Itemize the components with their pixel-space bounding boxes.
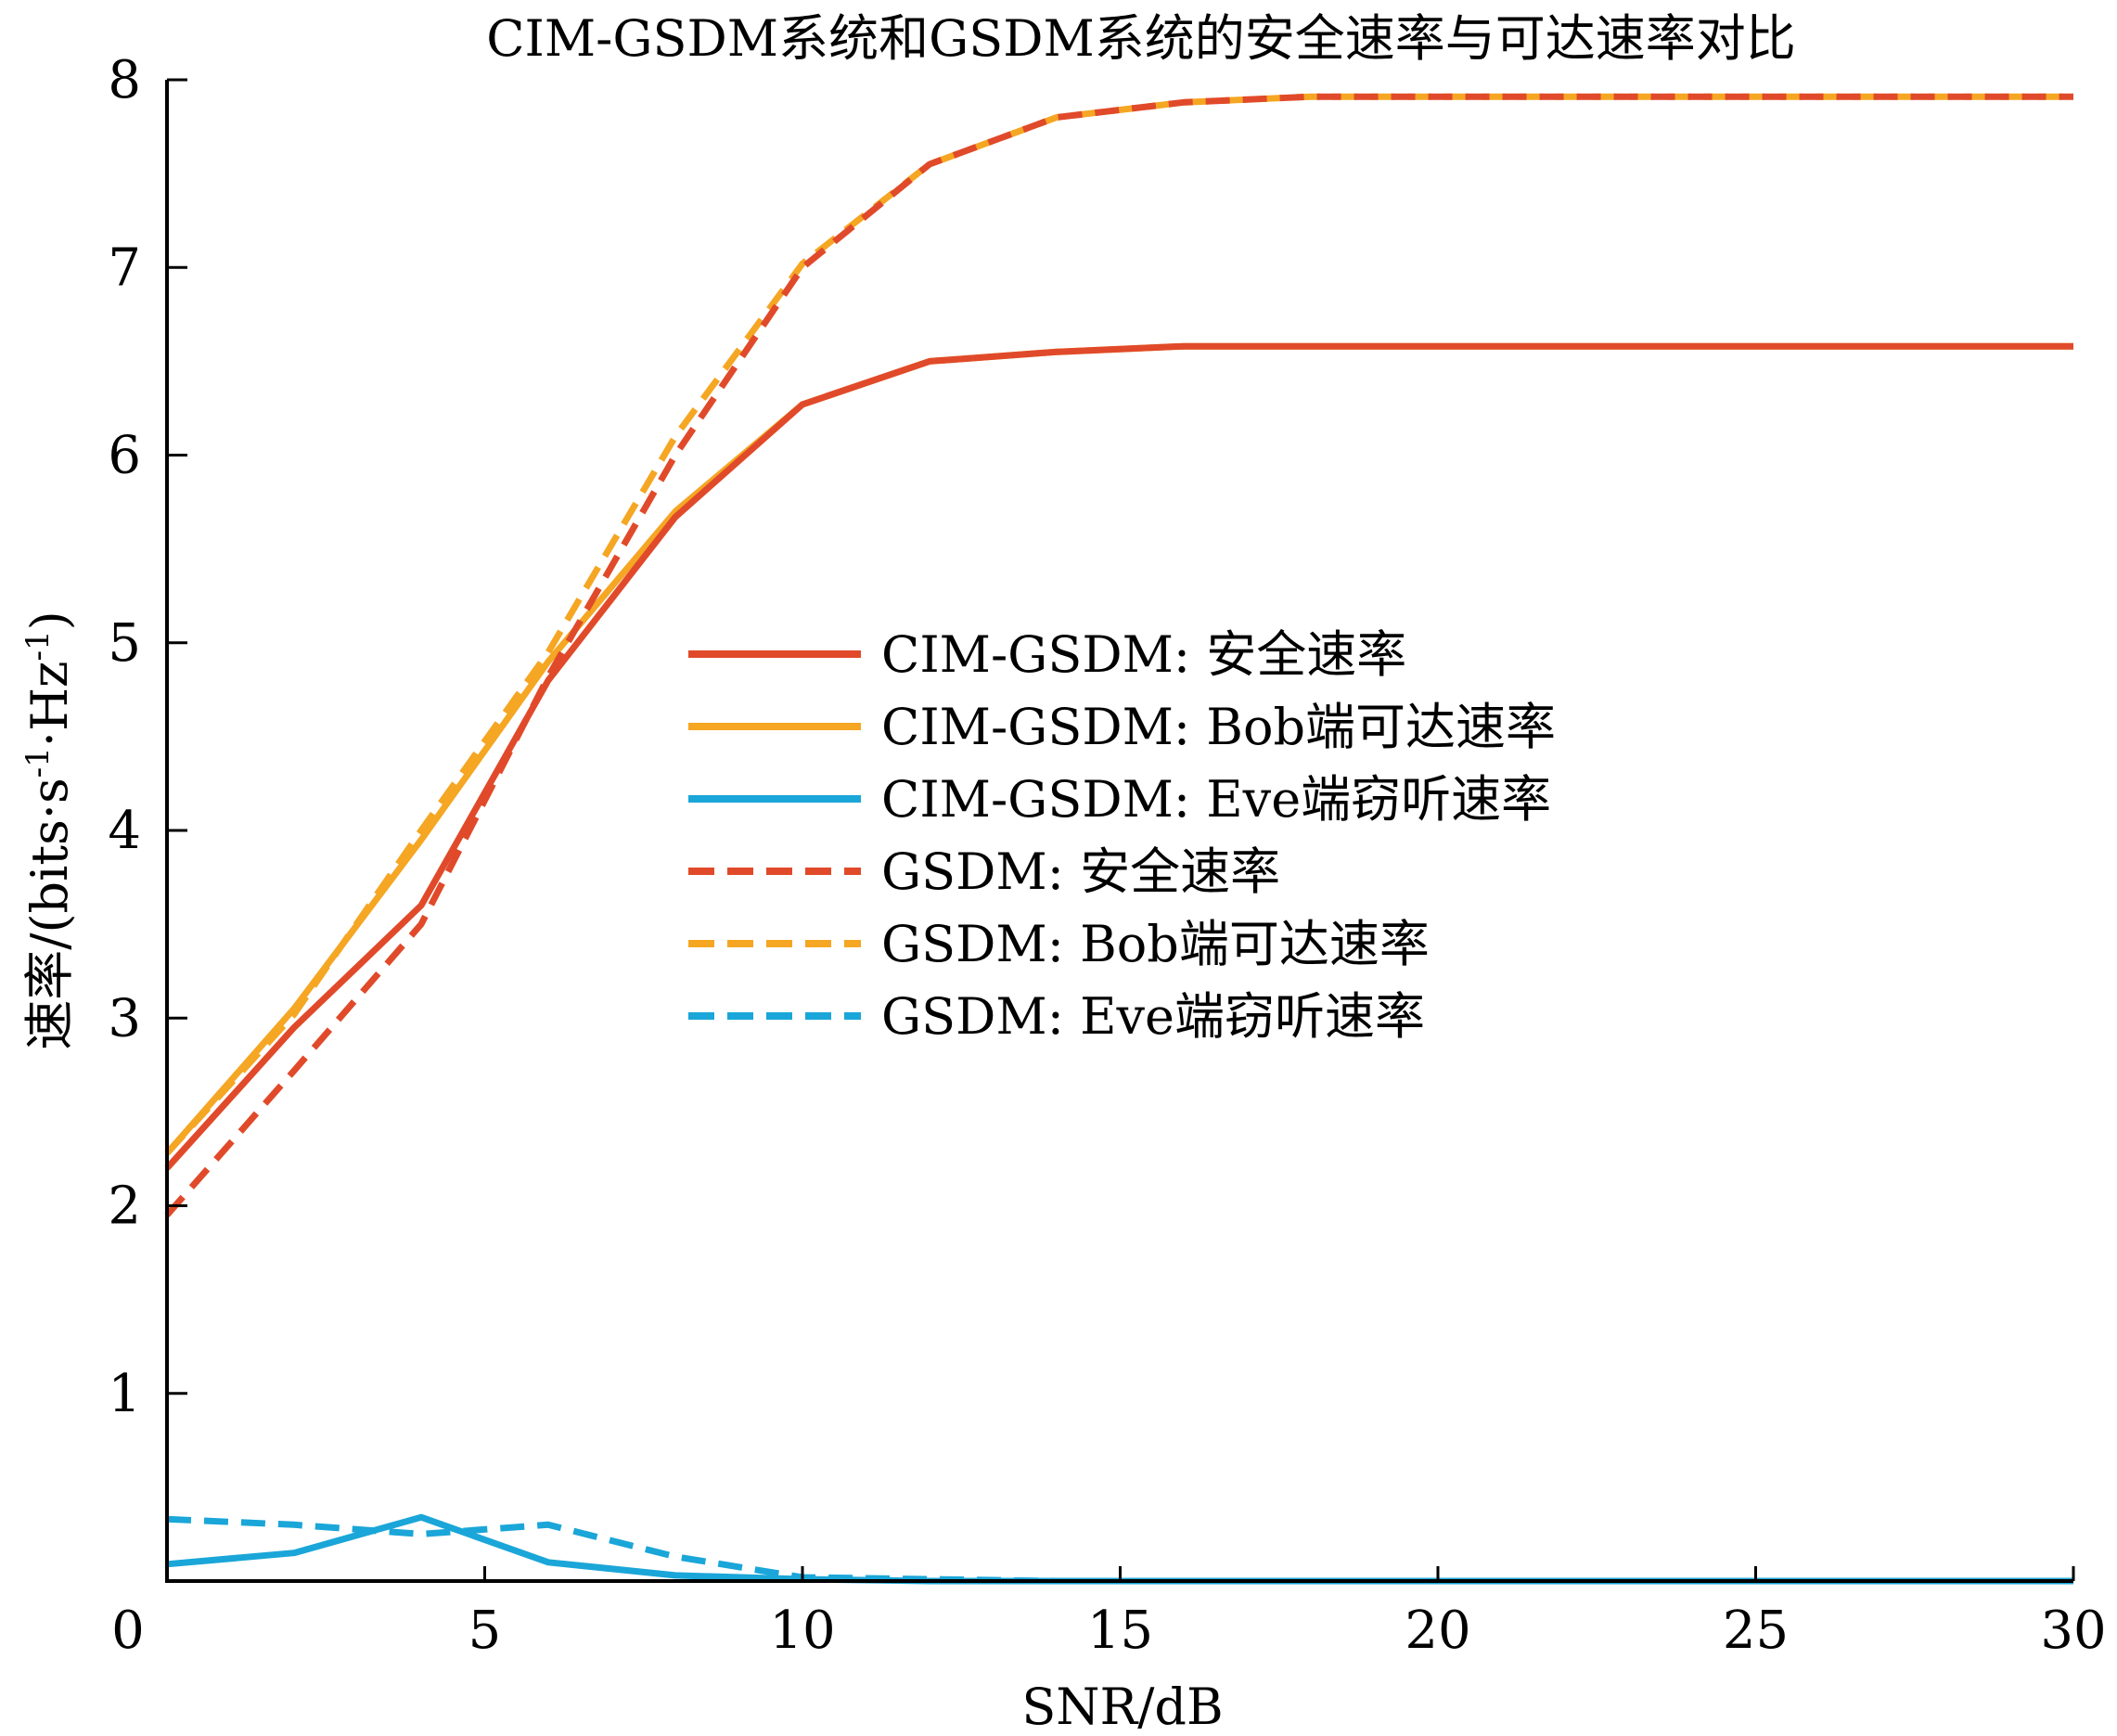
legend: CIM-GSDM: 安全速率 CIM-GSDM: Bob端可达速率 CIM-GSDM… — [688, 625, 1556, 1046]
y-axis-ticks: 1 2 3 4 5 6 7 8 — [108, 50, 187, 1424]
y-axis-title: 速率/(bits·s-1·Hz-1) — [19, 611, 79, 1049]
series-line — [164, 342, 2073, 1171]
y-axis-title-mid: ·Hz — [20, 661, 79, 747]
y-axis-title-end: ) — [20, 611, 79, 630]
plot-series — [164, 93, 2073, 1585]
series-line — [166, 1515, 2073, 1585]
chart-title: CIM-GSDM系统和GSDM系统的安全速率与可达速率对比 — [486, 9, 1796, 68]
y-axis-title-sup2: -1 — [19, 630, 57, 661]
y-tick-label: 5 — [108, 613, 141, 674]
y-tick-label: 8 — [108, 50, 141, 110]
series-line — [164, 93, 2073, 1156]
x-tick-label: 15 — [1087, 1601, 1153, 1661]
y-axis-title-main: 速率/(bits·s — [20, 778, 79, 1049]
legend-label: GSDM: Bob端可达速率 — [881, 915, 1430, 973]
legend-label: CIM-GSDM: Bob端可达速率 — [881, 698, 1556, 756]
legend-label: GSDM: 安全速率 — [881, 842, 1280, 901]
x-tick-label: 20 — [1405, 1601, 1470, 1661]
y-tick-label: 7 — [108, 238, 141, 298]
series-line — [164, 93, 2073, 1217]
legend-label: GSDM: Eve端窃听速率 — [881, 987, 1425, 1046]
x-tick-label: 5 — [468, 1601, 502, 1661]
x-tick-label: 30 — [2040, 1601, 2106, 1661]
y-tick-label: 2 — [108, 1177, 141, 1237]
legend-label: CIM-GSDM: 安全速率 — [881, 625, 1406, 684]
x-tick-label: 0 — [111, 1601, 145, 1661]
x-tick-label: 25 — [1723, 1601, 1789, 1661]
legend-label: CIM-GSDM: Eve端窃听速率 — [881, 770, 1551, 829]
x-axis-ticks: 0 5 10 15 20 25 30 — [111, 1566, 2107, 1661]
y-axis-title-sup1: -1 — [19, 747, 57, 778]
y-tick-label: 6 — [108, 426, 141, 486]
x-axis-title: SNR/dB — [1021, 1678, 1223, 1736]
y-tick-label: 1 — [108, 1364, 141, 1424]
y-tick-label: 4 — [108, 801, 141, 861]
x-tick-label: 10 — [769, 1601, 835, 1661]
y-tick-label: 3 — [108, 988, 141, 1048]
